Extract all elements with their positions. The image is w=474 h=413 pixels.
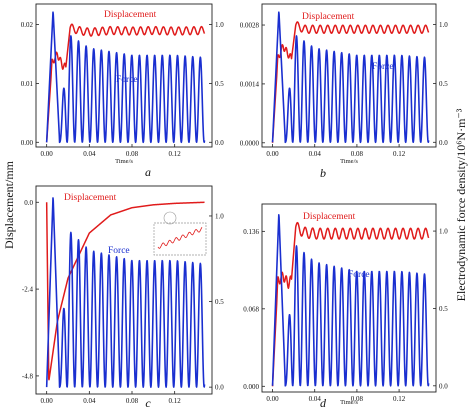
x-tick-label: 0.08 (351, 150, 364, 158)
panel-d: 0.00 0.04 0.08 0.12 0.000 0.068 0.136 0.0 0.5 1.0… (243, 203, 448, 410)
plot-frame (261, 3, 437, 148)
annotation-displacement: Displacement (64, 193, 117, 203)
x-axis-label: Time/s (340, 158, 358, 165)
force-series-line (45, 197, 206, 388)
panel-letter: c (145, 396, 151, 410)
y-tick-label-left: -2.4 (22, 286, 34, 294)
annotation-displacement: Displacement (302, 12, 355, 22)
y-tick-label-right: 0.0 (439, 382, 448, 390)
force-series-line (45, 11, 206, 144)
plot-frame (35, 3, 213, 148)
x-tick-label: 0.08 (126, 150, 139, 158)
annotation-displacement: Displacement (104, 10, 157, 20)
force-series-line (271, 214, 430, 387)
plot-frame (35, 185, 213, 395)
x-tick-label: 0.08 (351, 395, 364, 403)
y-tick-label-right: 0.5 (439, 80, 448, 88)
panel-letter: b (320, 166, 326, 180)
y-axis-label-right: Electrodynamic force density/10⁶N·m⁻³ (454, 108, 468, 301)
y-tick-label-right: 0.5 (215, 298, 224, 306)
y-tick-label-left: 0.0000 (240, 139, 260, 147)
y-tick-label-left: 0.0 (24, 199, 33, 207)
x-tick-label: 0.00 (41, 397, 54, 405)
x-tick-label: 0.04 (309, 395, 322, 403)
y-axis-label-left: Displacement/mm (2, 160, 16, 249)
y-tick-label-left: 0.000 (243, 383, 259, 391)
y-tick-label-right: 0.0 (439, 139, 448, 147)
y-tick-label-left: 0.136 (243, 228, 259, 236)
y-tick-label-right: 0.5 (215, 80, 224, 88)
x-tick-label: 0.04 (83, 397, 96, 405)
x-tick-label: 0.12 (393, 395, 406, 403)
annotation-force: Force (348, 270, 370, 280)
panel-letter: a (145, 165, 151, 179)
x-axis-label: Time/s (340, 399, 358, 406)
y-tick-label-right: 0.0 (215, 384, 224, 392)
x-tick-label: 0.00 (266, 150, 279, 158)
y-tick-label-left: 0.068 (243, 305, 259, 313)
x-tick-label: 0.00 (266, 395, 279, 403)
x-tick-label: 0.12 (393, 150, 406, 158)
inset-displacement-line (157, 226, 203, 249)
x-tick-label: 0.00 (41, 150, 54, 158)
annotation-force: Force (372, 62, 394, 72)
inset-zoom-marker (163, 211, 177, 225)
plot-frame (261, 203, 437, 393)
y-tick-label-left: 0.01 (21, 80, 34, 88)
x-axis-label: Time/s (115, 158, 133, 165)
y-tick-label-right: 1.0 (439, 21, 448, 29)
panel-b: 0.00 0.04 0.08 0.12 0.0000 0.0014 0.0028 0.0 0.5… (240, 3, 448, 180)
x-tick-label: 0.12 (169, 150, 182, 158)
displacement-series-line (271, 221, 430, 387)
y-tick-label-left: 0.02 (21, 21, 34, 29)
force-series-line (271, 11, 430, 144)
x-tick-label: 0.04 (309, 150, 322, 158)
y-tick-label-right: 1.0 (215, 212, 224, 220)
annotation-displacement: Displacement (303, 212, 356, 222)
y-tick-label-left: 0.0014 (240, 80, 260, 88)
y-tick-label-left: -4.8 (22, 372, 34, 380)
x-tick-label: 0.08 (126, 397, 139, 405)
panel-c: 0.00 0.04 0.08 0.12 -4.8 -2.4 0.0 0.0 0.5 1.0 Disp… (22, 185, 224, 410)
y-tick-label-right: 0.5 (439, 305, 448, 313)
panel-a: 0.00 0.04 0.08 0.12 0.00 0.01 0.02 0.0 0.5 1.0 Tim… (21, 3, 224, 179)
annotation-force: Force (116, 75, 138, 85)
annotation-force: Force (108, 246, 130, 256)
y-tick-label-left: 0.0028 (240, 22, 260, 30)
y-tick-label-right: 1.0 (439, 228, 448, 236)
displacement-series-line (45, 201, 206, 381)
x-tick-label: 0.12 (169, 397, 182, 405)
panel-letter: d (320, 396, 327, 410)
displacement-series-line (45, 23, 206, 143)
x-tick-label: 0.04 (83, 150, 96, 158)
y-tick-label-right: 1.0 (215, 21, 224, 29)
y-tick-label-right: 0.0 (215, 139, 224, 147)
displacement-series-line (271, 21, 430, 143)
y-tick-label-left: 0.00 (21, 139, 34, 147)
